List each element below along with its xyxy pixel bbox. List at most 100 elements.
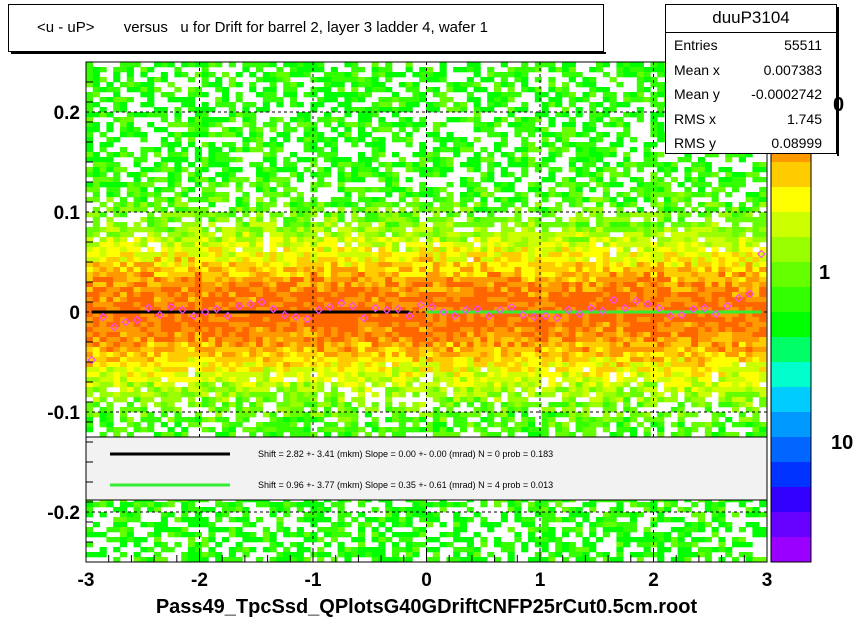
heat-cell [270,192,277,197]
heat-cell [406,202,413,207]
heat-cell [236,177,243,182]
heat-cell [113,342,120,347]
heat-cell [188,162,195,167]
heat-cell [412,92,419,97]
heat-cell [161,317,168,322]
heat-cell [263,272,270,277]
heat-cell [174,317,181,322]
heat-cell [576,132,583,137]
heat-cell [127,202,134,207]
heat-cell [548,252,555,257]
heat-cell [249,102,256,107]
heat-cell [589,227,596,232]
heat-cell [732,232,739,237]
heat-cell [338,232,345,237]
heat-cell [283,262,290,267]
heat-cell [134,297,141,302]
heat-cell [276,287,283,292]
heat-cell [372,72,379,77]
heat-cell [657,367,664,372]
heat-cell [106,87,113,92]
heat-cell [372,212,379,217]
heat-cell [542,197,549,202]
heat-cell [752,237,759,242]
heat-cell [93,92,100,97]
heat-cell [188,102,195,107]
heat-cell [324,217,331,222]
heat-cell [616,242,623,247]
heat-cell [671,227,678,232]
heat-cell [521,267,528,272]
heat-cell [147,327,154,332]
heat-cell [548,122,555,127]
heat-cell [582,97,589,102]
heat-cell [134,372,141,377]
heat-cell [555,222,562,227]
heat-cell [664,187,671,192]
heat-cell [426,217,433,222]
heat-cell [106,347,113,352]
heat-cell [596,362,603,367]
heat-cell [487,232,494,237]
heat-cell [134,252,141,257]
heat-cell [705,367,712,372]
heat-cell [120,287,127,292]
heat-cell [385,227,392,232]
heat-cell [222,172,229,177]
heat-cell [236,327,243,332]
heat-cell [310,327,317,332]
heat-cell [188,197,195,202]
heat-cell [426,277,433,282]
heat-cell [154,232,161,237]
heat-cell [759,317,766,322]
heat-cell [759,357,766,362]
heat-cell [610,197,617,202]
heat-cell [317,352,324,357]
heat-cell [548,87,555,92]
heat-cell [630,62,637,67]
heat-cell [263,77,270,82]
heat-cell [576,272,583,277]
heat-cell [514,267,521,272]
heat-cell [501,172,508,177]
heat-cell [548,362,555,367]
heat-cell [378,337,385,342]
heat-cell [440,97,447,102]
heat-cell [283,72,290,77]
heat-cell [623,332,630,337]
heat-cell [134,62,141,67]
heat-cell [147,247,154,252]
heat-cell [623,242,630,247]
heat-cell [93,377,100,382]
heat-cell [487,157,494,162]
heat-cell [93,252,100,257]
heat-cell [127,152,134,157]
heat-cell [344,202,351,207]
heat-cell [317,262,324,267]
heat-cell [746,342,753,347]
heat-cell [127,117,134,122]
heat-cell [310,247,317,252]
heat-cell [317,147,324,152]
heat-cell [555,242,562,247]
heat-cell [657,267,664,272]
heat-cell [433,147,440,152]
heat-cell [270,347,277,352]
heat-cell [256,167,263,172]
heat-cell [419,247,426,252]
heat-cell [297,282,304,287]
heat-cell [712,322,719,327]
heat-cell [86,72,93,77]
heat-cell [256,182,263,187]
heat-cell [399,117,406,122]
heat-cell [630,162,637,167]
heat-cell [610,257,617,262]
heat-cell [242,332,249,337]
heat-cell [589,237,596,242]
heat-cell [732,172,739,177]
heat-cell [140,92,147,97]
heat-cell [249,272,256,277]
heat-cell [378,87,385,92]
heat-cell [446,217,453,222]
heat-cell [657,82,664,87]
